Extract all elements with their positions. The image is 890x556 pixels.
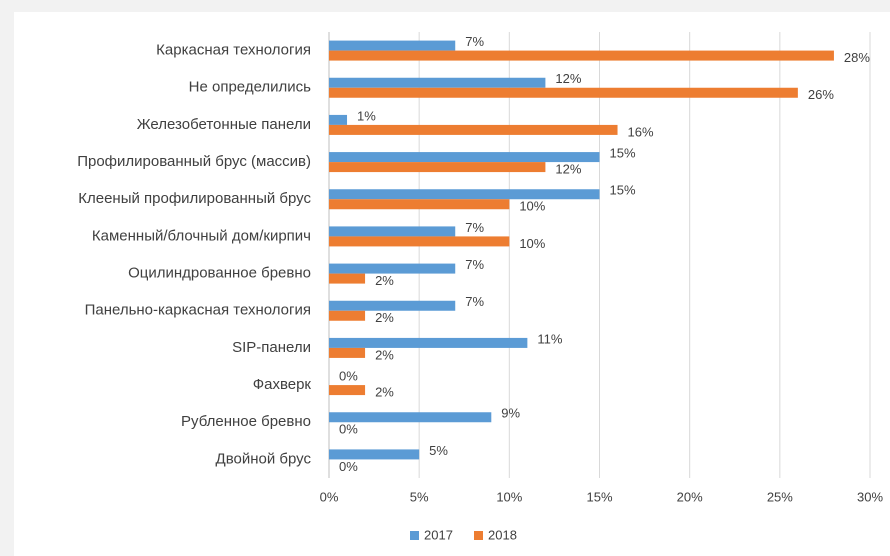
value-label: 2%	[375, 385, 394, 400]
bar	[329, 347, 366, 358]
value-label: 2%	[375, 347, 394, 362]
value-label: 2%	[375, 273, 394, 288]
bar	[329, 40, 456, 51]
legend-swatch	[410, 531, 419, 540]
category-label: Железобетонные панели	[137, 116, 311, 133]
value-label: 26%	[808, 87, 834, 102]
bar	[329, 385, 366, 396]
value-label: 7%	[465, 257, 484, 272]
value-label: 0%	[339, 422, 358, 437]
bar	[329, 310, 366, 321]
bar	[329, 87, 798, 98]
category-label: Рубленное бревно	[181, 413, 311, 430]
category-label: Фахверк	[253, 376, 312, 393]
legend-label: 2018	[488, 527, 517, 542]
value-label: 10%	[519, 199, 545, 214]
x-tick-label: 25%	[767, 489, 793, 504]
x-tick-label: 30%	[857, 489, 883, 504]
category-label: Профилированный брус (массив)	[77, 153, 311, 170]
value-label: 1%	[357, 108, 376, 123]
bar	[329, 273, 366, 284]
bar	[329, 124, 618, 135]
value-label: 5%	[429, 443, 448, 458]
value-label: 11%	[537, 331, 562, 346]
category-label: Каменный/блочный дом/кирпич	[92, 227, 311, 244]
chart-area	[14, 12, 890, 556]
bar	[329, 449, 420, 460]
value-label: 9%	[501, 406, 520, 421]
category-label: SIP-панели	[232, 339, 311, 356]
legend-swatch	[474, 531, 483, 540]
value-label: 12%	[555, 162, 581, 177]
value-label: 7%	[465, 294, 484, 309]
value-label: 16%	[628, 124, 654, 139]
value-label: 28%	[844, 50, 870, 65]
bar	[329, 263, 456, 274]
x-tick-label: 5%	[410, 489, 429, 504]
bar	[329, 189, 600, 200]
bar	[329, 77, 546, 88]
x-tick-label: 20%	[677, 489, 703, 504]
bar	[329, 226, 456, 237]
bar	[329, 152, 600, 163]
value-label: 7%	[465, 34, 484, 49]
x-tick-label: 0%	[320, 489, 339, 504]
x-tick-label: 10%	[496, 489, 522, 504]
value-label: 12%	[555, 71, 581, 86]
bar	[329, 337, 528, 348]
bar	[329, 50, 834, 61]
bar	[329, 199, 510, 210]
value-label: 2%	[375, 310, 394, 325]
bar	[329, 412, 492, 423]
bar	[329, 236, 510, 247]
value-label: 10%	[519, 236, 545, 251]
x-tick-label: 15%	[586, 489, 612, 504]
legend-label: 2017	[424, 527, 453, 542]
value-label: 0%	[339, 369, 358, 384]
category-label: Двойной брус	[216, 450, 312, 467]
category-label: Каркасная технология	[156, 42, 311, 59]
value-label: 15%	[610, 146, 636, 161]
bar	[329, 162, 546, 173]
category-label: Клееный профилированный брус	[78, 190, 311, 207]
category-label: Не определились	[189, 79, 312, 96]
bar	[329, 114, 348, 125]
category-label: Панельно-каркасная технология	[85, 302, 311, 319]
value-label: 7%	[465, 220, 484, 235]
category-label: Оцилиндрованное бревно	[128, 265, 311, 282]
value-label: 0%	[339, 459, 358, 474]
value-label: 15%	[610, 183, 636, 198]
bar	[329, 300, 456, 311]
